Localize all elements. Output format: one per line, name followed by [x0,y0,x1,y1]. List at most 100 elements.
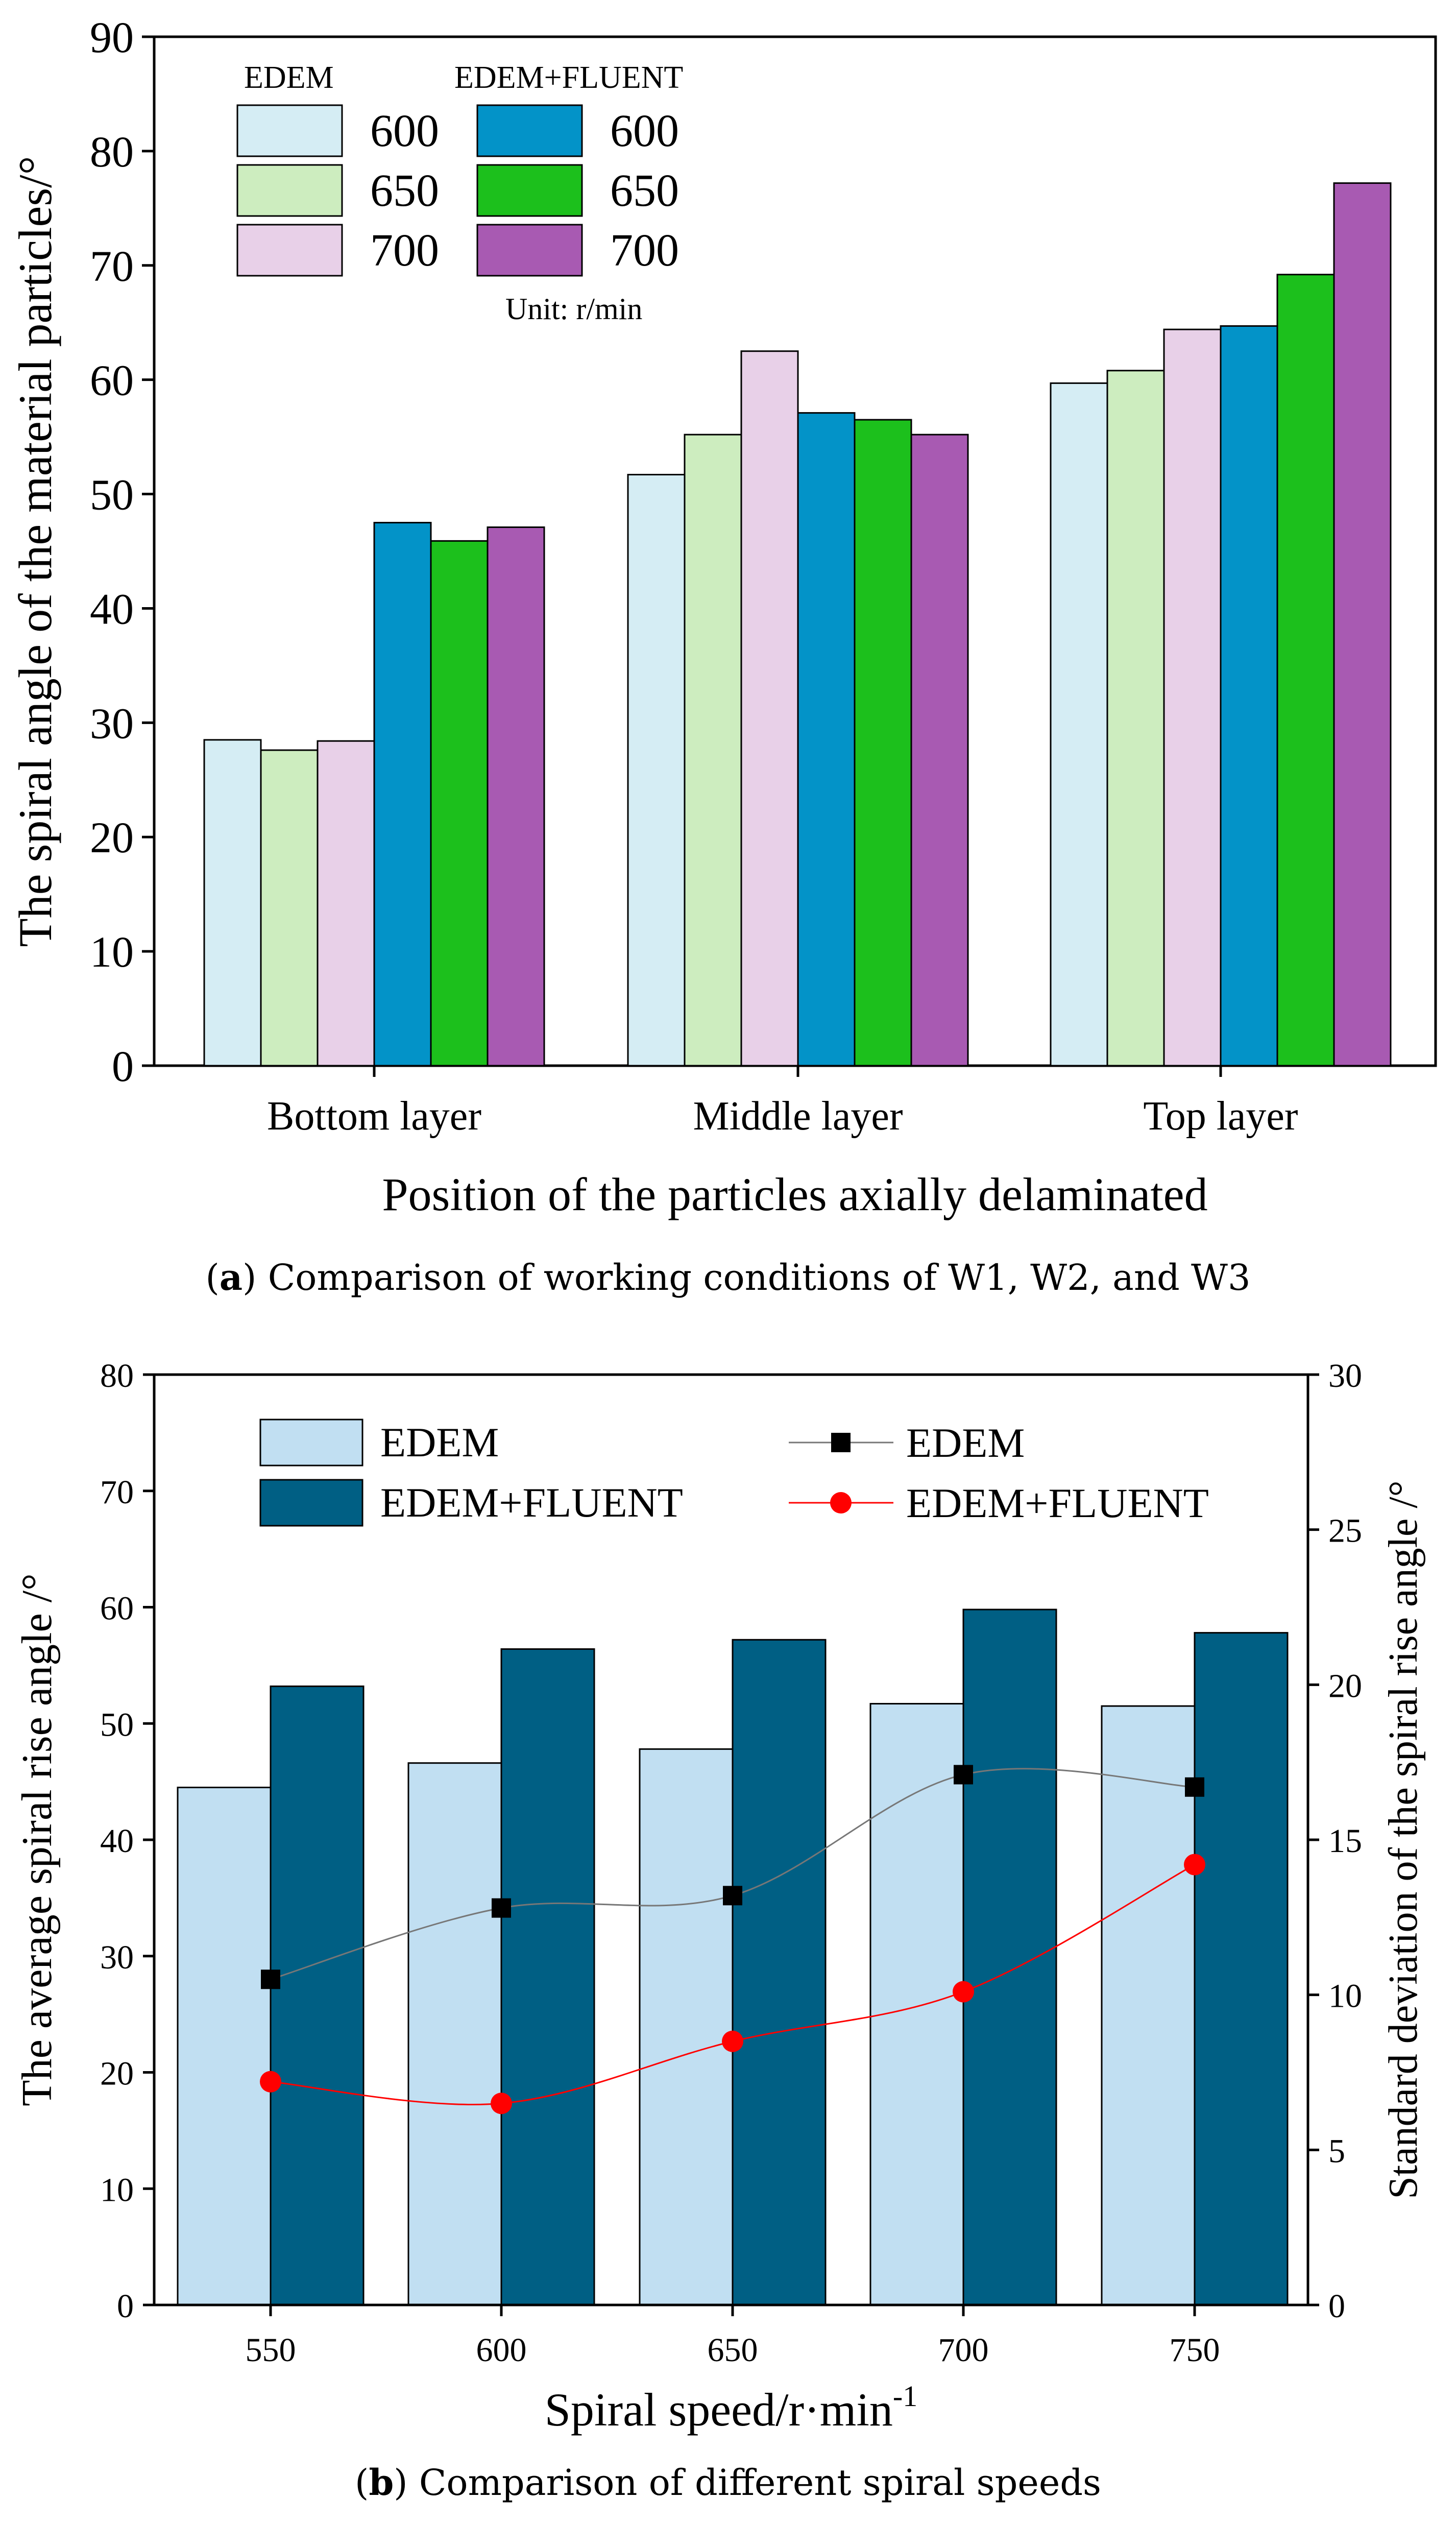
chart-a-legend-group-edem: EDEM [244,60,334,95]
bar-middle-layer-edem-fluent-650 [854,419,912,1067]
chart-a-legend: EDEM EDEM+FLUENT 600 650 700 600 650 700 Unit… [236,60,683,326]
chart-b-x-tick-label: 700 [938,2332,989,2369]
chart-b-legend-swatch-edem [259,1419,363,1467]
bar-650-edem [639,1748,734,2306]
chart-a-bars [203,182,1392,1067]
chart-b-y-axis-label: The average spiral rise angle /° [13,1573,61,2106]
bar-top-layer-edem-600 [1050,382,1108,1067]
chart-a-caption-label: a [219,1256,243,1299]
bar-bottom-layer-edem-fluent-600 [373,522,432,1067]
bar-650-edem-fluent [732,1639,827,2306]
bar-top-layer-edem-fluent-600 [1220,325,1278,1067]
chart-a-y-tick-label: 80 [90,127,134,176]
bar-bottom-layer-edem-fluent-650 [430,540,489,1067]
chart-a-y-tick-label: 50 [90,470,134,519]
marker-edem-fluent-650 [722,2030,743,2052]
chart-b-legend-marker-edem [831,1433,851,1452]
chart-b-y-axis: 0 10 20 30 40 50 60 70 80 [100,1357,154,2325]
bar-middle-layer-edem-700 [740,350,799,1067]
chart-b-legend-label-line-edem: EDEM [906,1420,1025,1466]
chart-b-x-axis-label-main: Spiral speed/r·min [545,2384,893,2436]
marker-edem-700 [954,1765,973,1785]
chart-b-x-tick-label: 600 [476,2332,527,2369]
chart-b-y-tick-label: 50 [100,1706,134,1743]
chart-b-y2-axis-label: Standard deviation of the spiral rise an… [1381,1480,1426,2199]
marker-edem-fluent-600 [491,2093,512,2114]
marker-edem-550 [261,1969,280,1989]
chart-b-y-tick-label: 20 [100,2055,134,2093]
chart-b-y-tick-label: 0 [117,2288,134,2325]
bar-middle-layer-edem-600 [627,473,686,1067]
bar-top-layer-edem-700 [1163,328,1222,1067]
chart-b-y2-tick-label: 25 [1328,1512,1362,1550]
chart-a-y-tick-label: 30 [90,699,134,748]
chart-b-legend-label-edem-fluent: EDEM+FLUENT [380,1479,683,1526]
chart-b-legend-label-line-edem-fluent: EDEM+FLUENT [906,1480,1209,1526]
chart-a-y-tick-label: 20 [90,813,134,862]
chart-b-legend: EDEM EDEM+FLUENT EDEM EDEM+FLUENT [259,1419,1209,1527]
bar-750-edem-fluent [1194,1632,1289,2306]
bar-bottom-layer-edem-700 [317,740,375,1067]
chart-b-y-tick-label: 40 [100,1822,134,1860]
chart-a-x-axis: Bottom layer Middle layer Top layer [267,1066,1298,1139]
chart-b-caption-label: b [369,2461,394,2504]
bar-middle-layer-edem-650 [684,434,742,1067]
chart-b-x-axis-label-exponent: -1 [893,2380,917,2413]
chart-a-x-tick-label: Middle layer [693,1094,903,1139]
chart-a-y-axis: 0 10 20 30 40 50 60 70 80 90 [90,13,154,1091]
bar-top-layer-edem-fluent-700 [1333,182,1392,1067]
chart-a-x-axis-label: Position of the particles axially delami… [382,1168,1207,1220]
bar-700-edem-fluent [962,1608,1057,2306]
chart-a-legend-unit: Unit: r/min [505,292,642,326]
marker-edem-fluent-550 [260,2071,281,2093]
chart-a-y-tick-label: 60 [90,356,134,405]
chart-a-legend-swatch-edem-700 [236,224,343,277]
chart-a-legend-label-edem-700: 700 [370,225,439,276]
bar-top-layer-edem-fluent-650 [1276,274,1335,1067]
marker-edem-650 [723,1886,742,1906]
chart-b: 0 10 20 30 40 50 60 70 80 0 5 10 15 20 25 30 550 600 650… [13,1357,1426,2436]
bar-750-edem [1101,1705,1196,2306]
chart-b-y-tick-label: 80 [100,1357,134,1395]
bar-600-edem-fluent [500,1648,595,2306]
chart-b-y2-tick-label: 30 [1328,1357,1362,1395]
chart-b-caption-text: Comparison of different spiral speeds [419,2462,1101,2504]
chart-b-lines [260,1765,1205,2114]
chart-a-legend-swatch-edem-fluent-650 [476,164,583,217]
marker-edem-fluent-750 [1184,1854,1205,1876]
bar-550-edem [177,1787,272,2306]
chart-a-legend-label-edem-fluent-600: 600 [610,106,679,156]
bar-middle-layer-edem-fluent-600 [797,412,856,1067]
chart-b-legend-label-edem: EDEM [380,1419,499,1465]
chart-b-y2-tick-label: 0 [1328,2288,1345,2325]
chart-b-y-tick-label: 60 [100,1590,134,1627]
bar-550-edem-fluent [270,1685,365,2306]
marker-edem-600 [492,1898,511,1918]
chart-a-legend-label-edem-fluent-700: 700 [610,225,679,276]
chart-b-y2-axis: 0 5 10 15 20 25 30 [1308,1357,1362,2325]
chart-b-y2-tick-label: 5 [1328,2132,1345,2170]
chart-a-legend-label-edem-fluent-650: 650 [610,165,679,216]
chart-a-legend-group-edem-fluent: EDEM+FLUENT [454,60,683,95]
chart-a-legend-swatch-edem-fluent-700 [476,224,583,277]
bar-bottom-layer-edem-650 [260,749,319,1067]
chart-b-bars [177,1608,1289,2306]
bar-top-layer-edem-650 [1106,370,1165,1067]
chart-a-caption: (a) Comparison of working conditions of … [205,1256,1251,1299]
bar-600-edem [407,1762,502,2306]
chart-a-legend-swatch-edem-fluent-600 [476,104,583,157]
chart-b-legend-marker-edem-fluent [830,1492,852,1513]
chart-b-x-tick-label: 650 [708,2332,758,2369]
chart-a-y-axis-label: The spiral angle of the material particl… [9,156,61,947]
chart-b-legend-swatch-edem-fluent [259,1479,363,1527]
chart-a-y-tick-label: 0 [112,1042,134,1091]
chart-a-x-tick-label: Bottom layer [267,1094,481,1139]
bar-700-edem [869,1703,964,2306]
chart-b-y2-tick-label: 10 [1328,1978,1362,2015]
chart-b-x-tick-label: 750 [1170,2332,1220,2369]
bar-middle-layer-edem-fluent-700 [910,434,969,1067]
bar-bottom-layer-edem-fluent-700 [487,526,545,1067]
chart-b-x-tick-label: 550 [246,2332,296,2369]
chart-b-x-axis-label: Spiral speed/r·min-1 [545,2380,918,2436]
